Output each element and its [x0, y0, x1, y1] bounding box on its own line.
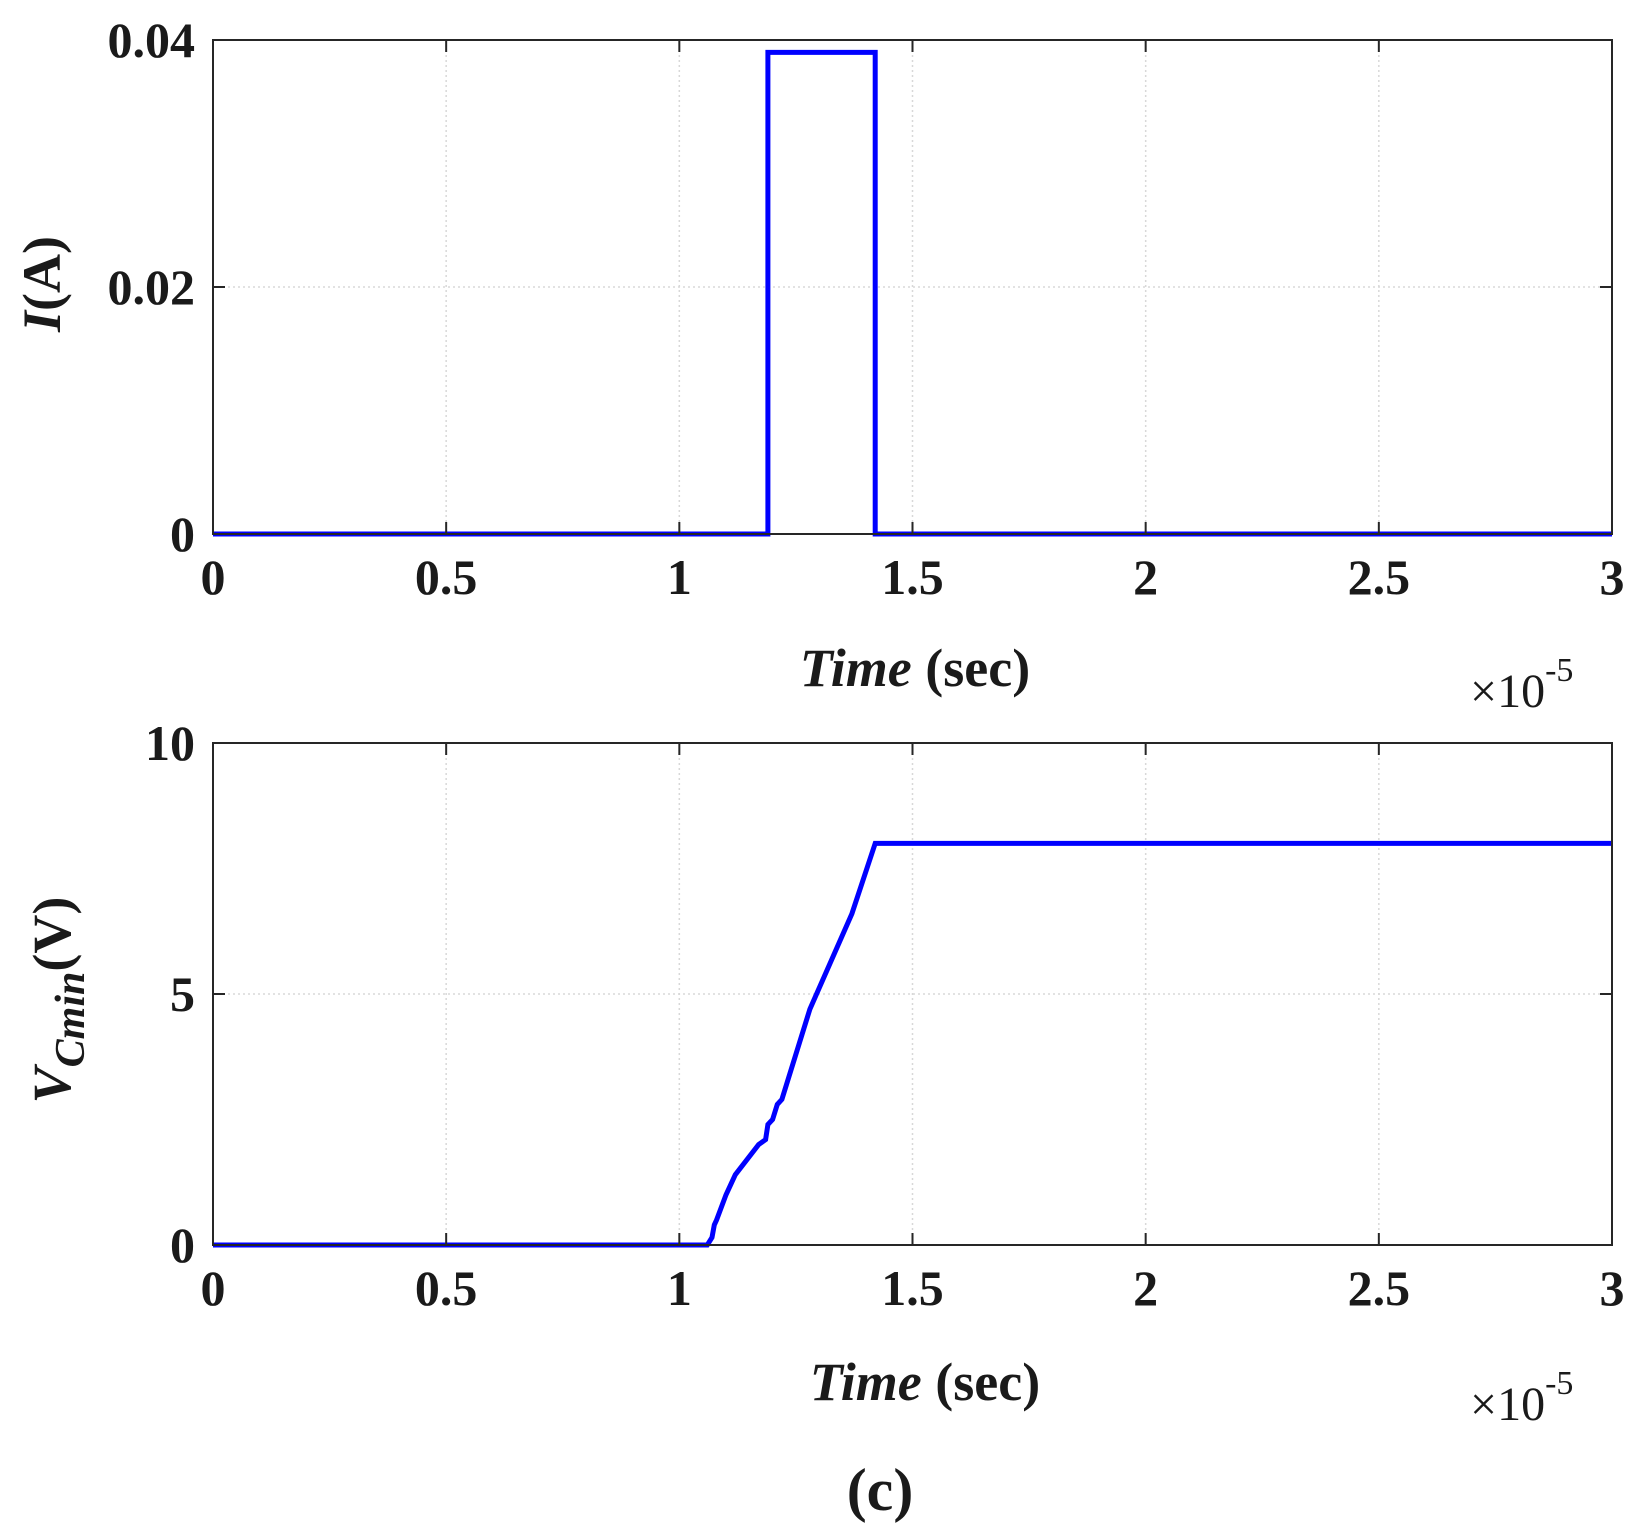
panel-label: (c) — [847, 1457, 914, 1523]
y-tick-label: 0 — [170, 506, 195, 562]
x-tick-label: 2 — [1133, 549, 1158, 605]
x-tick-labels: 0 0.5 1 1.5 2 2.5 3 — [201, 549, 1625, 605]
y-tick-labels: 0 0.02 0.04 — [108, 12, 196, 562]
x-tick-label: 1 — [667, 1260, 692, 1316]
series-line-v-cmin — [213, 840, 1612, 1248]
y-tick-labels: 0 5 10 — [145, 715, 195, 1273]
x-tick-label: 2 — [1133, 1260, 1158, 1316]
y-axis-label: I(A) — [12, 236, 72, 333]
x-tick-label: 2.5 — [1348, 1260, 1411, 1316]
x-tick-label: 0 — [201, 1260, 226, 1316]
x-tick-labels: 0 0.5 1 1.5 2 2.5 3 — [201, 1260, 1625, 1316]
x-axis-label: Time (sec) — [810, 1352, 1040, 1412]
grid-lines — [213, 743, 1612, 1245]
x-tick-label: 3 — [1600, 549, 1625, 605]
x-tick-label: 1.5 — [881, 1260, 944, 1316]
y-tick-label: 0.04 — [108, 12, 196, 68]
voltage-chart: 0 0.5 1 1.5 2 2.5 3 0 5 10 Time (sec) ×10-5 VCmi… — [22, 715, 1625, 1431]
x-tick-label: 0.5 — [415, 1260, 478, 1316]
x-tick-label: 0 — [201, 549, 226, 605]
x-tick-label: 1.5 — [881, 549, 944, 605]
x-axis-multiplier: ×10-5 — [1470, 1365, 1573, 1431]
y-tick-label: 5 — [170, 966, 195, 1022]
y-tick-label: 0 — [170, 1217, 195, 1273]
grid-lines — [213, 40, 1612, 534]
x-tick-label: 3 — [1600, 1260, 1625, 1316]
x-axis-multiplier: ×10-5 — [1470, 652, 1573, 718]
current-chart: 0 0.5 1 1.5 2 2.5 3 0 0.02 0.04 Time (sec) ×10-5… — [12, 12, 1625, 718]
x-tick-label: 2.5 — [1348, 549, 1411, 605]
series-layer — [213, 840, 1612, 1248]
tick-marks — [212, 39, 1613, 535]
y-tick-label: 10 — [145, 715, 195, 771]
y-axis-label: VCmin(V) — [22, 897, 94, 1104]
y-tick-label: 0.02 — [108, 259, 196, 315]
x-axis-label: Time (sec) — [800, 638, 1030, 698]
x-tick-label: 1 — [667, 549, 692, 605]
x-tick-label: 0.5 — [415, 549, 478, 605]
tick-marks — [212, 742, 1613, 1246]
